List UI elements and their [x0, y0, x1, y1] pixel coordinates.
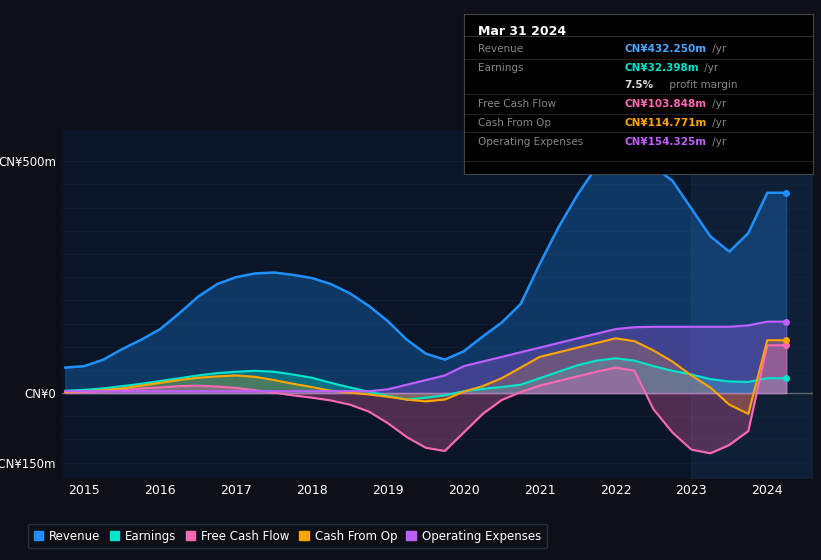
Text: /yr: /yr	[709, 99, 726, 109]
Text: Free Cash Flow: Free Cash Flow	[478, 99, 556, 109]
Text: profit margin: profit margin	[667, 80, 738, 90]
Text: Operating Expenses: Operating Expenses	[478, 137, 583, 147]
Text: Mar 31 2024: Mar 31 2024	[478, 25, 566, 38]
Bar	[691, 129, 813, 479]
Text: 7.5%: 7.5%	[624, 80, 654, 90]
Text: CN¥154.325m: CN¥154.325m	[624, 137, 707, 147]
Text: Cash From Op: Cash From Op	[478, 118, 551, 128]
Text: /yr: /yr	[709, 44, 726, 54]
Text: /yr: /yr	[701, 63, 718, 73]
Legend: Revenue, Earnings, Free Cash Flow, Cash From Op, Operating Expenses: Revenue, Earnings, Free Cash Flow, Cash …	[28, 524, 547, 548]
Text: CN¥32.398m: CN¥32.398m	[624, 63, 699, 73]
Text: CN¥114.771m: CN¥114.771m	[624, 118, 707, 128]
Text: /yr: /yr	[709, 118, 726, 128]
Text: CN¥103.848m: CN¥103.848m	[624, 99, 707, 109]
Text: CN¥432.250m: CN¥432.250m	[624, 44, 707, 54]
Text: /yr: /yr	[709, 137, 726, 147]
Text: Earnings: Earnings	[478, 63, 523, 73]
Text: Revenue: Revenue	[478, 44, 523, 54]
